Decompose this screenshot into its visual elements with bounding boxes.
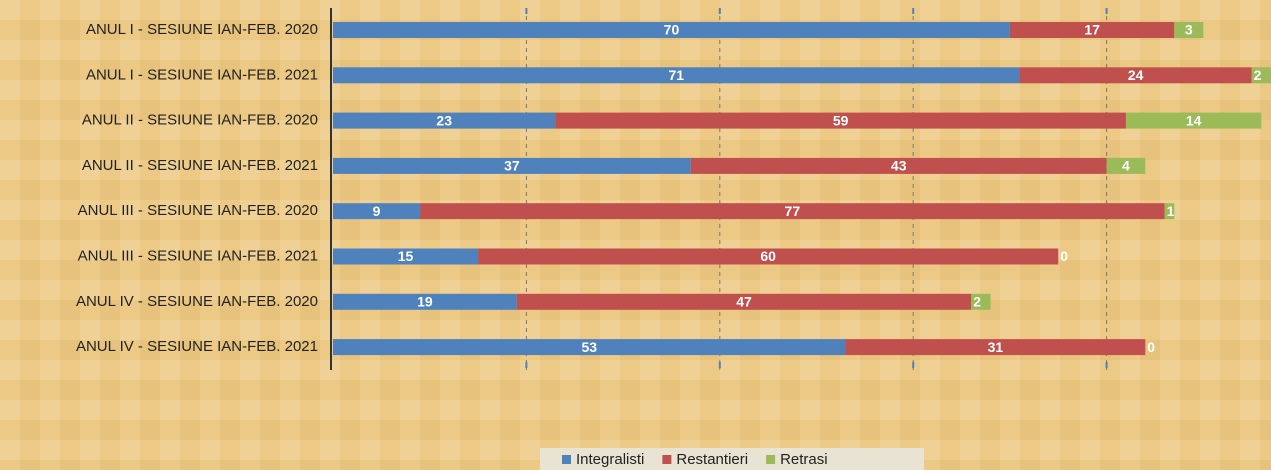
bar-segment: [333, 67, 1020, 84]
bar-segment: [333, 248, 479, 265]
bar-segment: [333, 339, 846, 356]
bar-segment: [1019, 67, 1252, 84]
value-label: 14: [1186, 112, 1202, 128]
category-label: ANUL IV - SESIUNE IAN-FEB. 2021: [76, 338, 318, 355]
bar-segment: [1164, 203, 1175, 220]
legend-swatch: [766, 455, 776, 464]
value-label: 71: [668, 67, 684, 83]
legend-label: Restantieri: [676, 451, 748, 468]
value-label: 19: [417, 294, 433, 310]
value-label: 47: [736, 294, 752, 310]
bar-segment: [420, 203, 1165, 220]
value-label: 4: [1122, 158, 1130, 174]
bar-segment: [478, 248, 1059, 265]
legend-swatch: [662, 455, 672, 464]
bar-segment: [333, 203, 421, 220]
bar-segment: [971, 293, 991, 310]
category-label: ANUL III - SESIUNE IAN-FEB. 2021: [78, 247, 318, 264]
bar-segment: [333, 157, 691, 174]
value-label: 0: [1147, 339, 1155, 355]
value-label: 9: [373, 203, 381, 219]
bar-segment: [516, 293, 972, 310]
value-label: 43: [891, 158, 907, 174]
bar-segment: [690, 157, 1107, 174]
value-label: 77: [785, 203, 801, 219]
value-label: 17: [1084, 22, 1100, 38]
category-label: ANUL I - SESIUNE IAN-FEB. 2021: [86, 66, 318, 83]
value-label: 15: [398, 248, 414, 264]
bar-segment: [1125, 112, 1262, 129]
bar-segment: [555, 112, 1126, 129]
value-label: 37: [504, 158, 520, 174]
bar-segment: [333, 293, 517, 310]
value-label: 23: [436, 112, 452, 128]
bar-segment: [1106, 157, 1146, 174]
legend-label: Retrasi: [780, 451, 828, 468]
category-label: ANUL IV - SESIUNE IAN-FEB. 2020: [76, 293, 318, 310]
bar-segment: [333, 112, 556, 129]
value-label: 2: [1254, 67, 1262, 83]
bar-segment: [1009, 22, 1175, 38]
value-label: 3: [1185, 22, 1193, 38]
category-label: ANUL II - SESIUNE IAN-FEB. 2021: [82, 157, 318, 174]
value-label: 60: [760, 248, 776, 264]
value-label: 31: [988, 339, 1004, 355]
category-label: ANUL III - SESIUNE IAN-FEB. 2020: [78, 202, 318, 219]
value-label: 70: [664, 22, 680, 38]
value-label: 2: [973, 294, 981, 310]
value-label: 24: [1128, 67, 1144, 83]
value-label: 59: [833, 112, 849, 128]
bar-segment: [333, 22, 1010, 38]
bar-segment: [1251, 67, 1271, 84]
bar-segment: [845, 339, 1146, 356]
bar-segment: [1174, 22, 1204, 38]
legend-label: Integralisti: [576, 451, 644, 468]
value-label: 0: [1060, 248, 1068, 264]
category-label: ANUL I - SESIUNE IAN-FEB. 2020: [86, 21, 318, 38]
legend-swatch: [562, 455, 571, 464]
value-label: 1: [1167, 203, 1175, 219]
value-label: 53: [581, 339, 597, 355]
category-label: ANUL II - SESIUNE IAN-FEB. 2020: [82, 112, 318, 129]
legend-box: [540, 448, 924, 470]
